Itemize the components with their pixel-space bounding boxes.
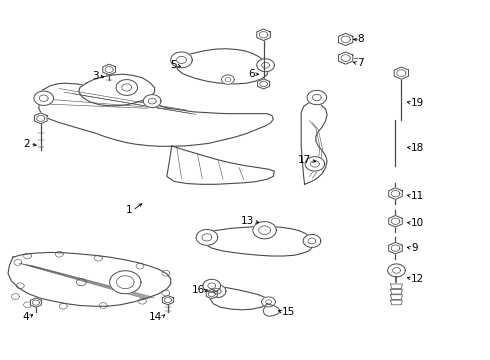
Text: 6: 6 — [248, 69, 255, 79]
Text: 15: 15 — [282, 307, 295, 316]
Text: 12: 12 — [411, 274, 424, 284]
Polygon shape — [175, 49, 269, 84]
Text: 11: 11 — [411, 191, 424, 201]
Polygon shape — [394, 67, 409, 79]
Polygon shape — [221, 75, 234, 84]
Polygon shape — [389, 242, 402, 254]
Polygon shape — [8, 252, 171, 306]
Polygon shape — [162, 296, 173, 305]
Text: 5: 5 — [170, 60, 176, 70]
Polygon shape — [389, 216, 402, 227]
Polygon shape — [391, 295, 402, 300]
Polygon shape — [167, 146, 274, 184]
Polygon shape — [210, 286, 269, 310]
Text: 18: 18 — [411, 143, 424, 153]
Polygon shape — [305, 157, 325, 171]
Text: 9: 9 — [411, 243, 418, 253]
Text: 7: 7 — [357, 58, 364, 68]
Polygon shape — [110, 271, 141, 294]
Text: 19: 19 — [411, 98, 424, 108]
Polygon shape — [307, 90, 327, 105]
Polygon shape — [253, 222, 276, 239]
Text: 8: 8 — [357, 35, 364, 44]
Polygon shape — [339, 52, 353, 64]
Polygon shape — [203, 279, 220, 292]
Text: 4: 4 — [23, 312, 29, 322]
Polygon shape — [391, 300, 402, 305]
Polygon shape — [79, 74, 155, 106]
Text: 16: 16 — [192, 285, 205, 296]
Polygon shape — [116, 80, 138, 95]
Polygon shape — [201, 226, 314, 256]
Polygon shape — [389, 188, 402, 199]
Polygon shape — [34, 91, 53, 105]
Text: 2: 2 — [24, 139, 30, 149]
Text: 1: 1 — [126, 206, 133, 216]
Text: 10: 10 — [411, 218, 424, 228]
Polygon shape — [208, 285, 226, 298]
Polygon shape — [391, 289, 402, 294]
Polygon shape — [257, 29, 270, 41]
Polygon shape — [339, 33, 353, 45]
Polygon shape — [301, 102, 327, 184]
Text: 17: 17 — [298, 155, 311, 165]
Polygon shape — [30, 298, 41, 307]
Polygon shape — [206, 289, 217, 299]
Polygon shape — [391, 284, 402, 289]
Polygon shape — [262, 297, 275, 307]
Polygon shape — [171, 52, 192, 68]
Polygon shape — [39, 83, 273, 146]
Polygon shape — [388, 264, 405, 277]
Polygon shape — [144, 95, 161, 108]
Polygon shape — [103, 64, 116, 75]
Polygon shape — [258, 79, 270, 89]
Polygon shape — [196, 229, 218, 245]
Text: 3: 3 — [92, 71, 98, 81]
Polygon shape — [263, 304, 280, 316]
Polygon shape — [257, 59, 274, 72]
Polygon shape — [303, 234, 321, 247]
Polygon shape — [34, 113, 47, 124]
Text: 14: 14 — [148, 312, 162, 322]
Text: 13: 13 — [241, 216, 254, 226]
